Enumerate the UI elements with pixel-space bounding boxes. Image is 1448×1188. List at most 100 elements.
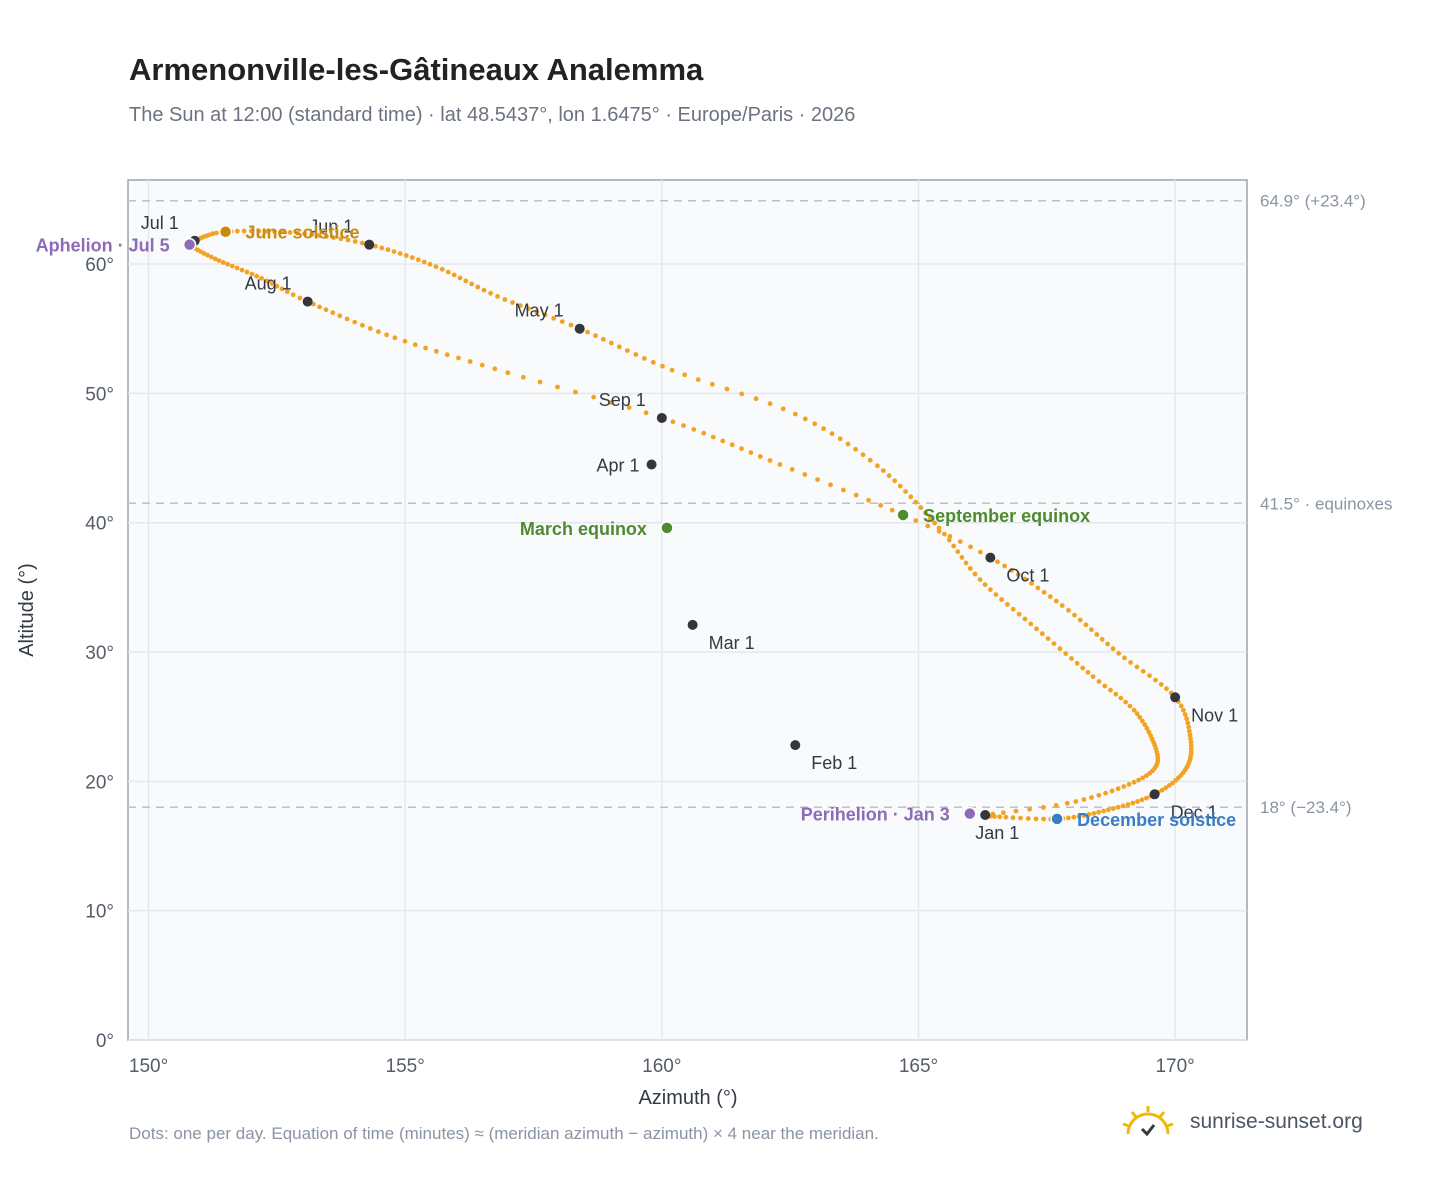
daily-dot (925, 523, 931, 529)
daily-dot (660, 363, 665, 369)
daily-dot (600, 336, 606, 342)
daily-dot (1009, 567, 1014, 573)
daily-dot (1185, 720, 1191, 726)
daily-dot (815, 477, 820, 482)
daily-dot (201, 251, 207, 256)
daily-dot (1041, 816, 1046, 822)
daily-dot (959, 555, 965, 560)
daily-dot (1096, 809, 1102, 815)
daily-dot (367, 326, 373, 331)
y-tick-label: 30° (85, 643, 114, 664)
daily-dot (412, 342, 418, 348)
daily-dot (682, 372, 688, 378)
daily-dot (555, 384, 560, 390)
month-marker-label: Feb 1 (811, 753, 857, 773)
daily-dot (968, 544, 973, 550)
daily-dot (1163, 785, 1169, 791)
daily-dot (463, 278, 469, 284)
daily-dot (650, 359, 656, 365)
daily-dot (1045, 636, 1051, 641)
daily-dot (309, 232, 315, 237)
daily-dot (1118, 695, 1124, 701)
brand[interactable]: sunrise-sunset.org (1120, 1104, 1363, 1140)
daily-dot (1085, 670, 1091, 675)
daily-dot (886, 473, 892, 479)
month-marker (980, 809, 991, 820)
daily-dot (860, 452, 866, 458)
daily-dot (439, 266, 445, 272)
daily-dot (239, 267, 245, 273)
daily-dot (748, 450, 754, 455)
event-marker (896, 508, 910, 522)
daily-dot (1146, 729, 1152, 735)
daily-dot (1188, 739, 1194, 745)
daily-dot (1131, 707, 1137, 713)
daily-dot (626, 405, 632, 410)
daily-dot (1034, 626, 1039, 632)
y-tick-label: 20° (85, 772, 114, 793)
daily-dot (1105, 641, 1110, 647)
y-tick-label: 0° (96, 1031, 114, 1052)
daily-dot (345, 237, 351, 243)
daily-dot (695, 377, 701, 382)
y-tick-label: 10° (85, 902, 114, 923)
y-tick-label: 60° (85, 255, 114, 276)
daily-dot (739, 391, 745, 397)
daily-dot (1110, 646, 1116, 652)
daily-dot (1053, 598, 1059, 604)
daily-dot (992, 814, 997, 819)
daily-dot (344, 316, 350, 322)
reference-line-label: 41.5° · equinoxes (1260, 494, 1393, 513)
daily-dot (633, 352, 639, 357)
daily-dot (421, 259, 427, 265)
daily-dot (256, 228, 262, 234)
daily-dot (1069, 656, 1074, 661)
month-marker-label: Jun 1 (309, 217, 353, 237)
daily-dot (1096, 792, 1102, 798)
daily-dot (1057, 646, 1063, 652)
daily-dot (1096, 679, 1102, 684)
daily-dot (978, 549, 983, 555)
daily-dot (1140, 718, 1145, 724)
daily-dot (593, 333, 598, 339)
x-tick-label: 170° (1155, 1056, 1194, 1077)
daily-dot (330, 310, 336, 316)
footnote: Dots: one per day. Equation of time (min… (129, 1124, 879, 1143)
daily-dot (505, 370, 511, 376)
daily-dot (1127, 703, 1133, 709)
daily-dot (324, 234, 329, 239)
daily-dot (1003, 814, 1009, 820)
daily-dot (1159, 787, 1165, 793)
daily-dot (427, 261, 433, 267)
daily-dot (331, 235, 336, 240)
event-label: June solstice (246, 223, 360, 243)
daily-dot (878, 502, 884, 508)
event-label: September equinox (923, 506, 1090, 526)
daily-dot (402, 338, 408, 344)
daily-dot (1102, 683, 1108, 689)
daily-dot (780, 406, 786, 412)
daily-dot (1076, 814, 1082, 819)
daily-dot (451, 272, 457, 278)
daily-dot (1039, 631, 1045, 637)
daily-dot (802, 472, 808, 477)
daily-dot (1027, 806, 1032, 812)
daily-dot (1073, 799, 1079, 804)
daily-dot (1110, 806, 1116, 811)
month-marker-label: Nov 1 (1191, 705, 1238, 725)
daily-dot (908, 494, 914, 500)
daily-dot (669, 367, 675, 373)
daily-dot (724, 386, 730, 392)
event-label: December solstice (1077, 810, 1236, 830)
daily-dot (534, 309, 540, 315)
month-marker (1149, 789, 1160, 800)
daily-dot (918, 505, 924, 510)
daily-dot (1071, 814, 1077, 820)
daily-dot (691, 427, 697, 432)
daily-dot (951, 543, 957, 549)
daily-dot (212, 256, 218, 262)
daily-dot (1134, 664, 1140, 670)
daily-dot (812, 421, 818, 427)
daily-dot (982, 582, 988, 587)
daily-dot (1144, 725, 1150, 731)
